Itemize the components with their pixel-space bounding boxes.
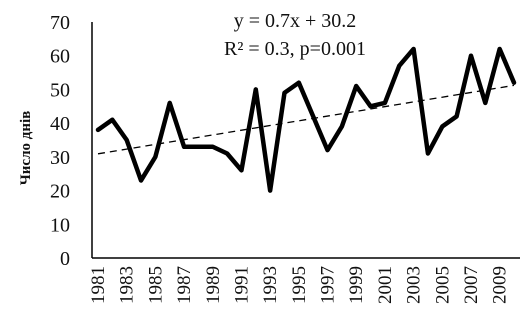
y-axis-label-group: Число днів (18, 111, 34, 185)
x-tick-label: 1985 (145, 266, 166, 304)
x-tick-label: 1997 (318, 266, 339, 304)
r-squared-annotation: R² = 0.3, p=0.001 (224, 38, 366, 60)
y-tick-labels: 0 10 20 30 40 50 60 70 (50, 12, 70, 270)
x-tick-label: 2005 (432, 266, 453, 304)
series-line (95, 46, 517, 193)
x-tick-label: 2007 (461, 266, 482, 304)
data-point (111, 119, 113, 121)
data-point (269, 189, 271, 192)
y-tick-label: 10 (50, 214, 70, 236)
y-tick-label: 0 (60, 248, 70, 270)
y-tick-label: 70 (50, 12, 70, 34)
y-axis-label: Число днів (18, 111, 34, 185)
data-point (283, 92, 286, 94)
data-point (312, 115, 314, 117)
data-point (212, 146, 214, 148)
x-tick-label: 1981 (88, 266, 109, 304)
x-tick-label: 1987 (174, 266, 195, 304)
x-tick-label: 1983 (117, 266, 138, 304)
equation-annotation: y = 0.7x + 30.2 (234, 10, 357, 32)
data-point (226, 152, 228, 155)
data-point (169, 102, 171, 104)
x-tick-label: 2001 (375, 266, 396, 304)
data-point (355, 85, 357, 87)
data-point (398, 65, 400, 67)
data-point (456, 115, 458, 117)
data-point (384, 102, 386, 104)
data-point (369, 105, 372, 107)
data-point (513, 82, 515, 84)
x-tick-label: 1991 (231, 266, 252, 304)
y-tick-label: 50 (50, 79, 70, 101)
y-tick-label: 30 (50, 147, 70, 169)
x-tick-label: 1993 (260, 266, 281, 304)
data-point (427, 152, 429, 155)
data-point (412, 48, 415, 50)
x-tick-labels: 1981 1983 1985 1987 1989 1991 1993 1995 1997 1999… (88, 266, 511, 304)
data-point (298, 82, 300, 84)
data-points (97, 48, 515, 192)
data-point (97, 129, 99, 131)
x-tick-label: 1995 (289, 266, 310, 304)
data-point (197, 146, 200, 148)
x-tick-label: 1989 (203, 266, 224, 304)
data-point (484, 102, 486, 104)
data-point (140, 179, 142, 182)
y-tick-label: 60 (50, 46, 70, 68)
data-point (441, 125, 443, 128)
y-tick-label: 20 (50, 181, 70, 203)
data-point (240, 169, 243, 171)
x-tick-label: 2009 (490, 266, 511, 304)
x-tick-label: 2003 (404, 266, 425, 304)
data-point (341, 125, 343, 128)
y-tick-label: 40 (50, 113, 70, 135)
x-tick-label: 1999 (346, 266, 367, 304)
data-point (154, 156, 156, 158)
data-point (126, 139, 128, 141)
data-point (470, 55, 472, 57)
trendline (97, 84, 515, 155)
data-point (499, 48, 501, 50)
data-point (183, 146, 185, 148)
data-point (326, 149, 329, 151)
data-point (255, 88, 257, 91)
